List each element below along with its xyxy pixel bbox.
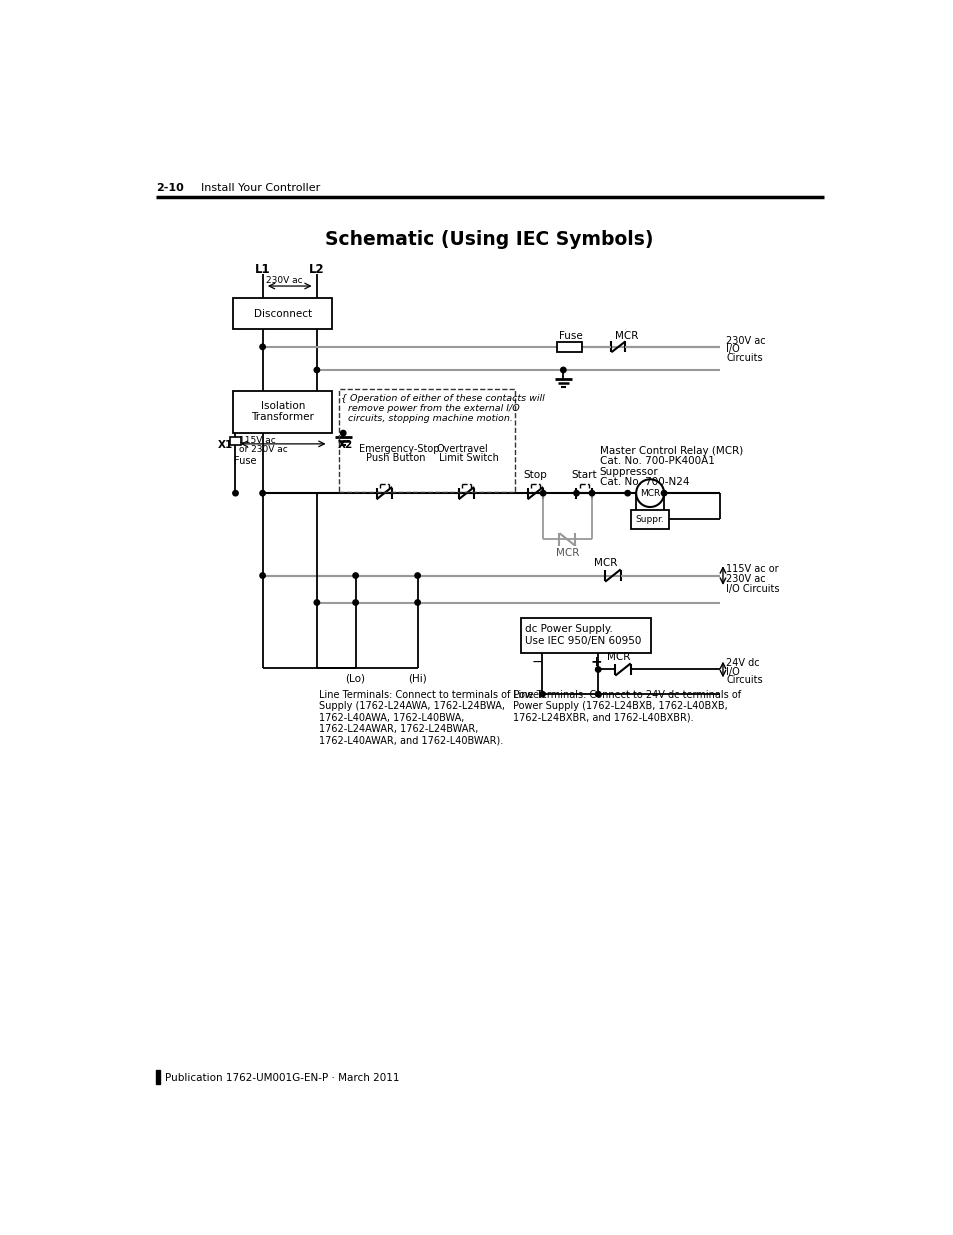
Text: Circuits: Circuits [725, 676, 761, 685]
Bar [557, 342, 581, 352]
Text: L2: L2 [309, 263, 324, 275]
Bar [233, 390, 332, 433]
Bar [230, 437, 241, 445]
Circle shape [539, 692, 544, 697]
Text: Schematic (Using IEC Symbols): Schematic (Using IEC Symbols) [324, 230, 653, 248]
Circle shape [340, 431, 346, 436]
Bar [233, 299, 332, 330]
Circle shape [314, 600, 319, 605]
Bar [630, 510, 669, 529]
Text: Transformer: Transformer [251, 412, 314, 422]
Circle shape [353, 573, 358, 578]
Circle shape [259, 345, 265, 350]
Text: MCR: MCR [607, 652, 630, 662]
Circle shape [560, 367, 565, 373]
Text: 2-10: 2-10 [155, 183, 183, 193]
Text: 230V ac: 230V ac [725, 336, 765, 346]
Text: 24V dc: 24V dc [725, 658, 759, 668]
Text: (Hi): (Hi) [408, 674, 427, 684]
Text: Install Your Controller: Install Your Controller [200, 183, 319, 193]
Text: X2: X2 [337, 440, 353, 450]
Text: Suppressor: Suppressor [599, 467, 658, 477]
Circle shape [314, 367, 319, 373]
Text: Line Terminals: Connect to 24V dc terminals of
Power Supply (1762-L24BXB, 1762-L: Line Terminals: Connect to 24V dc termin… [513, 689, 740, 722]
Text: Start: Start [571, 469, 597, 479]
Circle shape [624, 490, 630, 496]
Text: MCR: MCR [615, 331, 638, 341]
Text: Use IEC 950/EN 60950: Use IEC 950/EN 60950 [524, 636, 640, 646]
Text: 230V ac: 230V ac [725, 574, 765, 584]
Circle shape [660, 490, 666, 496]
Text: or 230V ac: or 230V ac [239, 445, 288, 453]
Text: Stop: Stop [523, 469, 547, 479]
Text: Cat. No. 700-N24: Cat. No. 700-N24 [599, 477, 688, 487]
Text: Fuse: Fuse [233, 456, 256, 466]
Circle shape [636, 479, 663, 508]
Bar [520, 618, 650, 652]
Text: X1: X1 [217, 440, 233, 450]
Text: +: + [590, 655, 602, 669]
Text: remove power from the external I/O: remove power from the external I/O [348, 404, 519, 412]
Text: MCR: MCR [593, 558, 617, 568]
Circle shape [595, 692, 600, 697]
Text: 115V ac or: 115V ac or [725, 564, 778, 574]
Text: L1: L1 [254, 263, 270, 275]
Text: Limit Switch: Limit Switch [439, 453, 498, 463]
Text: Suppr.: Suppr. [635, 515, 664, 524]
Circle shape [259, 490, 265, 496]
Circle shape [595, 667, 600, 672]
Text: Master Control Relay (MCR): Master Control Relay (MCR) [599, 446, 742, 456]
Circle shape [540, 490, 545, 496]
Text: Push Button: Push Button [365, 453, 425, 463]
Text: Line Terminals: Connect to terminals of Power
Supply (1762-L24AWA, 1762-L24BWA,
: Line Terminals: Connect to terminals of … [319, 689, 542, 746]
Circle shape [415, 600, 420, 605]
Text: Circuits: Circuits [725, 353, 761, 363]
Text: circuits, stopping machine motion.: circuits, stopping machine motion. [348, 414, 512, 422]
Text: Overtravel: Overtravel [436, 443, 488, 453]
Text: I/O: I/O [725, 345, 739, 354]
Text: Isolation: Isolation [260, 401, 305, 411]
Text: dc Power Supply.: dc Power Supply. [524, 624, 612, 634]
Text: Cat. No. 700-PK400A1: Cat. No. 700-PK400A1 [599, 456, 714, 466]
Circle shape [259, 573, 265, 578]
Text: −: − [532, 655, 543, 669]
Circle shape [573, 490, 578, 496]
Text: Disconnect: Disconnect [253, 309, 312, 319]
Bar [338, 389, 514, 492]
Text: (Lo): (Lo) [345, 674, 365, 684]
Text: { Operation of either of these contacts will: { Operation of either of these contacts … [340, 394, 544, 403]
Circle shape [589, 490, 594, 496]
Circle shape [233, 490, 238, 496]
Text: MCR: MCR [639, 489, 659, 498]
Text: I/O Circuits: I/O Circuits [725, 584, 779, 594]
Circle shape [353, 600, 358, 605]
Text: MCR: MCR [555, 548, 578, 558]
Text: Publication 1762-UM001G-EN-P · March 2011: Publication 1762-UM001G-EN-P · March 201… [165, 1072, 399, 1083]
Text: 230V ac: 230V ac [266, 277, 303, 285]
Circle shape [415, 573, 420, 578]
Text: Fuse: Fuse [558, 331, 582, 341]
Bar [155, 1070, 159, 1084]
Text: Emergency-Stop: Emergency-Stop [359, 443, 439, 453]
Text: 115V ac: 115V ac [239, 436, 275, 445]
Text: I/O: I/O [725, 667, 739, 677]
